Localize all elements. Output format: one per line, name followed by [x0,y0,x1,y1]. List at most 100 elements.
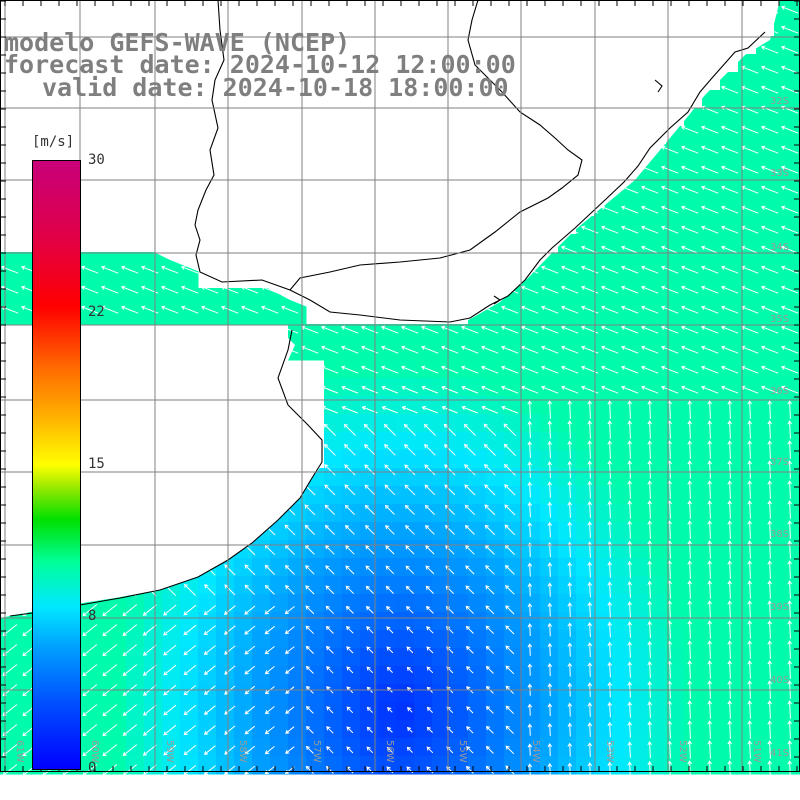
wind-speed-cell [540,630,559,649]
wind-speed-cell [630,378,649,397]
wind-arrow [780,205,799,214]
wind-speed-cell [270,522,289,541]
wind-arrow [680,285,699,294]
wind-speed-cell [702,468,721,487]
wind-speed-cell [522,540,541,559]
wind-arrow [787,440,793,459]
wind-speed-cell [792,216,800,235]
wind-arrow [620,225,639,234]
wind-speed-cell [198,594,217,613]
wind-arrow [400,345,419,354]
wind-speed-cell [450,414,469,433]
wind-speed-cell [432,486,451,505]
wind-arrow [767,660,773,679]
wind-speed-cell [414,324,433,343]
wind-speed-cell [738,234,757,253]
wind-speed-cell [612,414,631,433]
wind-arrow [305,605,315,615]
wind-speed-cell [576,558,595,577]
wind-speed-cell [540,648,559,667]
wind-arrow [727,620,733,639]
wind-speed-cell [594,306,613,325]
wind-speed-cell [666,702,685,721]
wind-arrow [163,664,177,676]
colorbar-tick-0: 0 [88,760,97,776]
wind-speed-cell [756,630,775,649]
wind-speed-cell [486,504,505,523]
wind-arrow [627,460,633,479]
wind-arrow [504,504,516,516]
wind-arrow [527,763,533,776]
wind-speed-cell [702,522,721,541]
wind-arrow [700,365,719,374]
wind-speed-cell [774,648,793,667]
wind-speed-cell [702,738,721,757]
wind-speed-cell [702,162,721,181]
wind-arrow [780,5,799,14]
wind-speed-cell [396,396,415,415]
wind-speed-cell [108,648,127,667]
wind-arrow [640,265,659,274]
wind-arrow [505,645,515,655]
wind-arrow [122,744,138,756]
wind-speed-cell [306,576,325,595]
wind-arrow [323,423,336,436]
wind-speed-cell [450,612,469,631]
wind-arrow [142,644,157,656]
wind-arrow [680,205,699,214]
wind-arrow [787,620,793,639]
wind-arrow [466,706,474,714]
wind-arrow [787,740,793,759]
wind-arrow [627,761,633,778]
wind-speed-cell [702,702,721,721]
wind-arrow [640,285,659,294]
wind-speed-cell [666,468,685,487]
wind-speed-cell [792,684,800,703]
wind-speed-cell [414,738,433,757]
wind-arrow [727,700,733,719]
wind-speed-cell [792,0,800,19]
wind-arrow [320,325,339,334]
wind-speed-cell [792,756,800,775]
wind-arrow [640,305,659,314]
wind-arrow [163,624,177,636]
wind-arrow [547,400,553,419]
wind-speed-cell [414,702,433,721]
wind-arrow [647,500,653,519]
wind-speed-cell [216,630,235,649]
wind-speed-cell [18,270,37,289]
wind-speed-cell [450,720,469,739]
wind-speed-cell [630,648,649,667]
wind-arrow [341,385,359,394]
wind-arrow [747,660,753,679]
wind-speed-cell [270,540,289,559]
wind-arrow [640,245,659,254]
wind-arrow [365,585,374,594]
wind-arrow [485,565,495,575]
wind-arrow [707,580,713,599]
wind-speed-cell [684,468,703,487]
wind-speed-cell [720,306,739,325]
wind-arrow [122,704,137,716]
wind-arrow [647,720,653,739]
wind-speed-cell [702,198,721,217]
wind-arrow [687,720,693,739]
wind-speed-cell [594,630,613,649]
wind-speed-cell [18,630,37,649]
wind-speed-cell [774,486,793,505]
wind-speed-cell [486,522,505,541]
wind-speed-cell [612,486,631,505]
wind-arrow [727,560,733,579]
wind-speed-cell [126,612,145,631]
wind-arrow [345,565,355,575]
wind-arrow [381,385,399,394]
wind-speed-cell [306,702,325,721]
wind-speed-cell [288,738,307,757]
wind-speed-cell [612,684,631,703]
wind-arrow [386,606,394,614]
wind-speed-cell [648,288,667,307]
wind-speed-cell [666,144,685,163]
wind-speed-cell [252,306,271,325]
wind-speed-cell [126,594,145,613]
